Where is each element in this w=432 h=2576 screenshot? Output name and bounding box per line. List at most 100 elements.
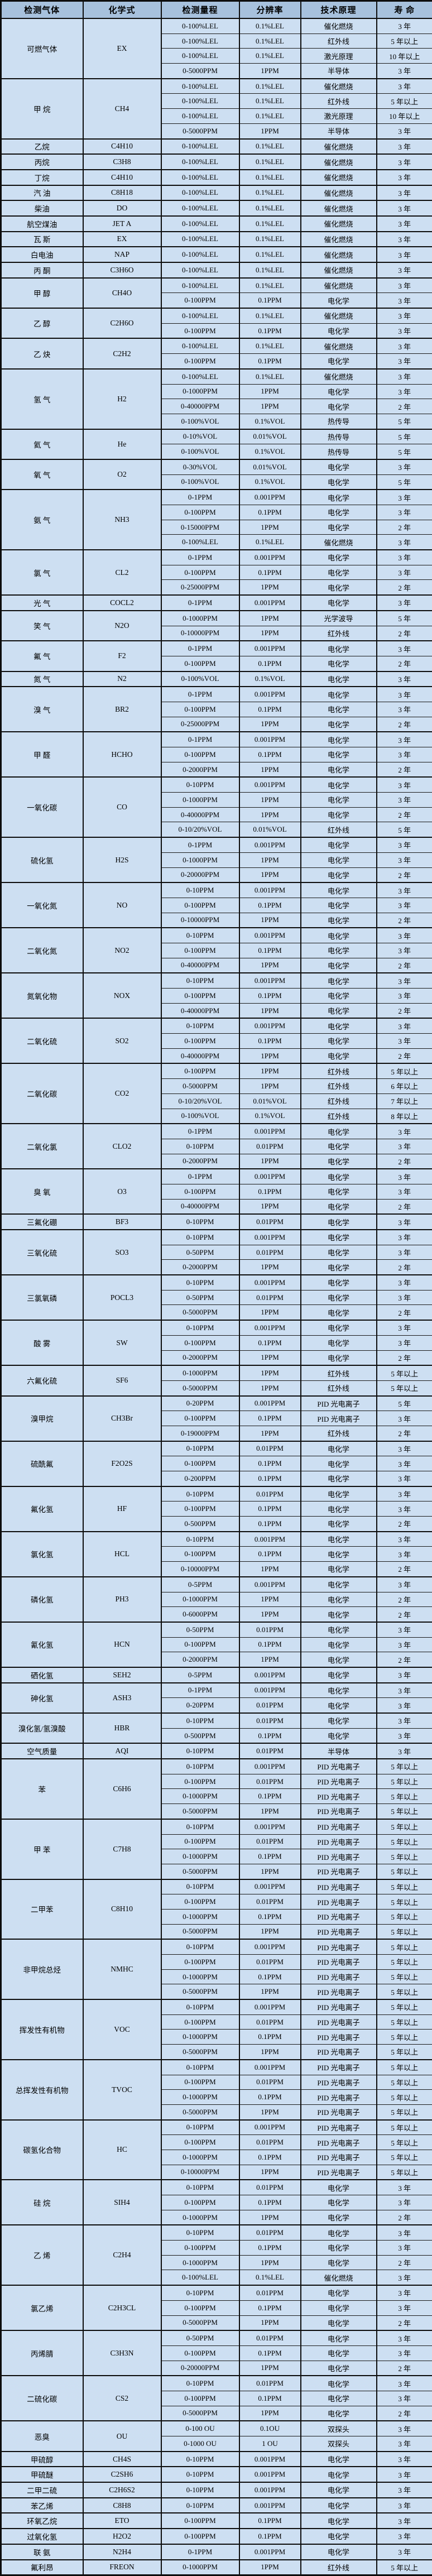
range-cell: 0-10PPM [161,2376,239,2391]
principle-cell: PID 光电离子 [301,1789,377,1804]
range-cell: 0-100PPM [161,354,239,369]
formula-cell: POCL3 [83,1275,161,1320]
resolution-cell: 1PPM [239,1260,301,1275]
resolution-cell: 0.001PPM [239,1999,301,2014]
resolution-cell: 1PPM [239,807,301,822]
gas-name-cell: 空气质量 [1,1743,83,1759]
lifespan-cell: 5 年以上 [377,1380,432,1395]
resolution-cell: 0.001PPM [239,777,301,792]
formula-cell: CH4O [83,278,161,308]
resolution-cell: 0.001PPM [239,732,301,747]
lifespan-cell: 3 年 [377,2376,432,2391]
range-cell: 0-100%LEL [161,109,239,124]
range-cell: 0-1PPM [161,687,239,702]
range-cell: 0-100%LEL [161,369,239,384]
resolution-cell: 0.001PPM [239,2482,301,2498]
resolution-cell: 0.01%VOL [239,429,301,444]
resolution-cell: 0.1PPM [239,2090,301,2105]
lifespan-cell: 3 年 [377,2452,432,2467]
range-cell: 0-10PPM [161,1999,239,2014]
resolution-cell: 0.01PPM [239,1290,301,1305]
principle-cell: 电化学 [301,2467,377,2482]
principle-cell: 双探头 [301,2436,377,2452]
lifespan-cell: 3 年 [377,1698,432,1713]
resolution-cell: 0.1PPM [239,656,301,671]
range-cell: 0-100PPM [161,293,239,308]
principle-cell: PID 光电离子 [301,1396,377,1411]
resolution-cell: 1PPM [239,2560,301,2575]
formula-cell: N2H4 [83,2544,161,2560]
principle-cell: 电化学 [301,2498,377,2513]
principle-cell: 电化学 [301,384,377,399]
formula-cell: C2H6S2 [83,2482,161,2498]
principle-cell: 电化学 [301,1577,377,1592]
range-cell: 0-10PPM [161,2498,239,2513]
gas-name-cell: 臭 氧 [1,1169,83,1214]
range-cell: 0-1000PPM [161,1849,239,1864]
range-cell: 0-2000PPM [161,1652,239,1667]
range-cell: 0-10PPM [161,1320,239,1335]
lifespan-cell: 2 年 [377,1517,432,1532]
formula-cell: BF3 [83,1214,161,1230]
range-cell: 0-50PPM [161,1622,239,1637]
gas-name-cell: 甲 苯 [1,1819,83,1879]
resolution-cell: 1PPM [239,1305,301,1320]
lifespan-cell: 3 年 [377,1214,432,1230]
lifespan-cell: 3 年 [377,732,432,747]
range-cell: 0-50PPM [161,1290,239,1305]
range-cell: 0-100%LEL [161,139,239,155]
gas-name-cell: 总挥发性有机物 [1,2060,83,2120]
column-header-resolution: 分辨率 [239,1,301,19]
principle-cell: 催化燃烧 [301,139,377,155]
formula-cell: SEH2 [83,1667,161,1683]
principle-cell: 电化学 [301,505,377,520]
formula-cell: O2 [83,459,161,490]
lifespan-cell: 3 年 [377,338,432,353]
resolution-cell: 1PPM [239,1592,301,1607]
range-cell: 0-100%LEL [161,2270,239,2285]
gas-name-cell: 氟 气 [1,641,83,671]
range-cell: 0-100PPM [161,505,239,520]
lifespan-cell: 5 年以上 [377,94,432,109]
range-cell: 0-10PPM [161,2285,239,2300]
range-cell: 0-5000PPM [161,1079,239,1094]
range-cell: 0-500PPM [161,1517,239,1532]
resolution-cell: 0.1PPM [239,1849,301,1864]
formula-cell: C8H18 [83,185,161,201]
lifespan-cell: 3 年 [377,354,432,369]
resolution-cell: 1PPM [239,2406,301,2421]
lifespan-cell: 5 年以上 [377,1804,432,1819]
principle-cell: 电化学 [301,717,377,732]
range-cell: 0-10000PPM [161,626,239,641]
range-cell: 0-1000PPM [161,2090,239,2105]
range-cell: 0-100PPM [161,989,239,1004]
resolution-cell: 0.01%VOL [239,1093,301,1109]
lifespan-cell: 3 年 [377,1139,432,1154]
gas-name-cell: 氧 气 [1,459,83,490]
range-cell: 0-100%LEL [161,79,239,94]
lifespan-cell: 3 年 [377,139,432,155]
lifespan-cell: 3 年 [377,200,432,216]
column-header-formula: 化学式 [83,1,161,19]
column-header-gas: 检测气体 [1,1,83,19]
range-cell: 0-19000PPM [161,1426,239,1441]
lifespan-cell: 3 年 [377,2513,432,2529]
principle-cell: 电化学 [301,1456,377,1471]
gas-name-cell: 汽 油 [1,185,83,201]
principle-cell: 催化燃烧 [301,200,377,216]
principle-cell: PID 光电离子 [301,1849,377,1864]
gas-name-cell: 笑 气 [1,611,83,641]
range-cell: 0-1PPM [161,550,239,565]
principle-cell: PID 光电离子 [301,2045,377,2060]
principle-cell: 电化学 [301,565,377,580]
lifespan-cell: 3 年 [377,2225,432,2240]
gas-name-cell: 丙烷 [1,154,83,170]
